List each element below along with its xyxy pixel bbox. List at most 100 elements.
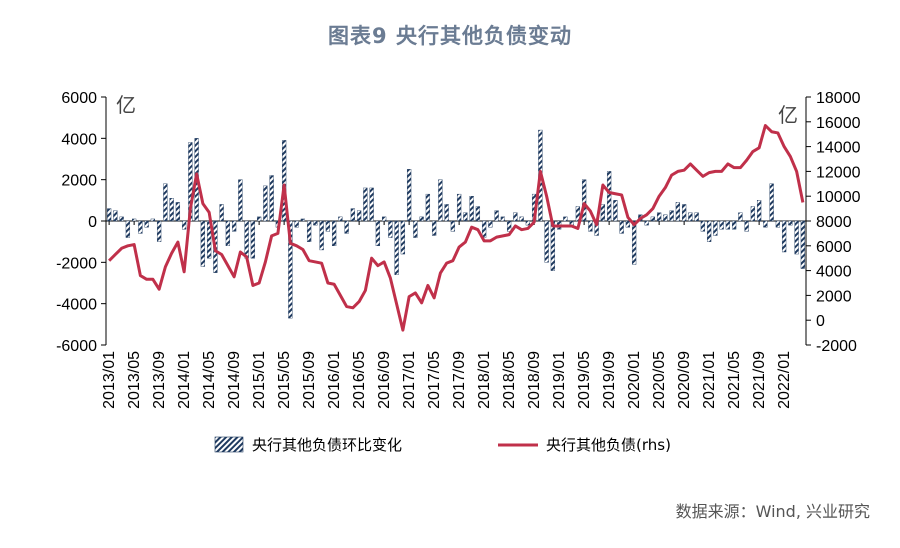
bar xyxy=(313,220,318,226)
left-tick-label: 4000 xyxy=(61,131,97,148)
bar xyxy=(338,216,343,222)
bar xyxy=(513,212,518,222)
left-axis-unit: 亿 xyxy=(116,93,136,117)
bar xyxy=(713,220,718,236)
bar xyxy=(363,187,368,222)
chart-title: 图表9 央行其他负债变动 xyxy=(328,24,572,48)
bar xyxy=(156,220,162,242)
bar xyxy=(406,169,412,222)
right-tick-label: 4000 xyxy=(816,264,852,281)
bar xyxy=(519,216,524,222)
bar xyxy=(281,140,287,222)
right-axis-unit: 亿 xyxy=(778,103,798,127)
left-tick-label: 2000 xyxy=(61,173,97,190)
bar xyxy=(731,220,737,230)
bar xyxy=(200,220,206,267)
bar xyxy=(494,210,499,222)
x-tick-label: 2020/05 xyxy=(651,351,668,409)
x-tick-label: 2021/01 xyxy=(701,351,718,409)
x-tick-label: 2022/01 xyxy=(776,351,793,409)
bar xyxy=(550,220,556,271)
bar xyxy=(625,220,631,228)
x-tick-label: 2017/09 xyxy=(451,351,468,409)
bar xyxy=(181,220,187,230)
x-tick-label: 2017/05 xyxy=(426,351,443,409)
x-tick-label: 2017/01 xyxy=(401,351,418,409)
bar xyxy=(375,220,381,246)
bar xyxy=(650,216,656,222)
right-tick-label: 14000 xyxy=(816,140,861,157)
bar xyxy=(738,212,743,222)
x-tick-label: 2021/09 xyxy=(751,351,768,409)
bar xyxy=(444,204,449,222)
tick-labels: 6000 4000 2000 0 -2000 -4000 -6000 18000 16000 14… xyxy=(56,90,861,409)
bar xyxy=(588,220,593,232)
bar xyxy=(425,193,431,222)
x-tick-label: 2015/09 xyxy=(301,351,318,409)
bar xyxy=(256,216,262,222)
bar xyxy=(356,210,362,222)
x-tick-label: 2018/01 xyxy=(476,351,493,409)
x-tick-label: 2021/05 xyxy=(726,351,743,409)
bar xyxy=(388,220,393,238)
bar xyxy=(481,220,487,238)
legend-swatch-bar xyxy=(214,436,244,453)
bar xyxy=(606,171,612,222)
bar xyxy=(706,220,712,242)
left-tick-label: 0 xyxy=(88,214,97,231)
left-tick-label: -6000 xyxy=(56,338,97,355)
right-tick-label: 6000 xyxy=(816,239,852,256)
x-tick-label: 2019/09 xyxy=(601,351,618,409)
right-tick-label: 12000 xyxy=(816,164,861,181)
x-tick-label: 2018/05 xyxy=(501,351,518,409)
bar xyxy=(719,220,724,230)
x-tick-label: 2016/05 xyxy=(351,351,368,409)
x-tick-label: 2014/09 xyxy=(226,351,243,409)
bar xyxy=(350,208,356,222)
legend-label-line: 央行其他负债(rhs) xyxy=(546,436,671,454)
bar xyxy=(788,220,793,226)
bar xyxy=(150,218,156,222)
line-series xyxy=(108,124,805,332)
bar xyxy=(294,220,299,228)
bar xyxy=(300,218,306,222)
x-tick-label: 2020/01 xyxy=(626,351,643,409)
x-tick-label: 2014/01 xyxy=(176,351,193,409)
right-tick-label: 2000 xyxy=(816,288,852,305)
bar xyxy=(619,220,624,234)
series-line xyxy=(108,124,805,332)
bar xyxy=(469,195,474,222)
bar xyxy=(325,220,331,232)
bar xyxy=(169,198,174,222)
bar-series xyxy=(106,129,806,319)
bar xyxy=(244,220,249,259)
bar xyxy=(250,220,256,259)
bar xyxy=(288,220,293,319)
bar xyxy=(669,210,674,222)
bar xyxy=(563,216,568,222)
bar xyxy=(681,204,687,222)
x-tick-label: 2014/05 xyxy=(201,351,218,409)
bar xyxy=(225,220,231,246)
bar xyxy=(663,214,668,222)
bar xyxy=(306,220,312,242)
bar xyxy=(231,220,237,232)
bar xyxy=(431,220,437,236)
bar xyxy=(400,220,406,255)
bar xyxy=(450,220,456,232)
bar xyxy=(369,187,374,222)
bar xyxy=(344,220,349,234)
bar xyxy=(600,204,606,222)
x-tick-label: 2019/05 xyxy=(576,351,593,409)
right-tick-label: 8000 xyxy=(816,214,852,231)
bar xyxy=(744,220,749,232)
bar xyxy=(119,216,124,222)
left-tick-label: -2000 xyxy=(56,255,97,272)
bar xyxy=(700,220,706,232)
x-tick-label: 2020/09 xyxy=(676,351,693,409)
bar xyxy=(419,216,424,222)
bar xyxy=(688,212,693,222)
x-tick-label: 2018/09 xyxy=(526,351,543,409)
bar xyxy=(163,183,168,222)
